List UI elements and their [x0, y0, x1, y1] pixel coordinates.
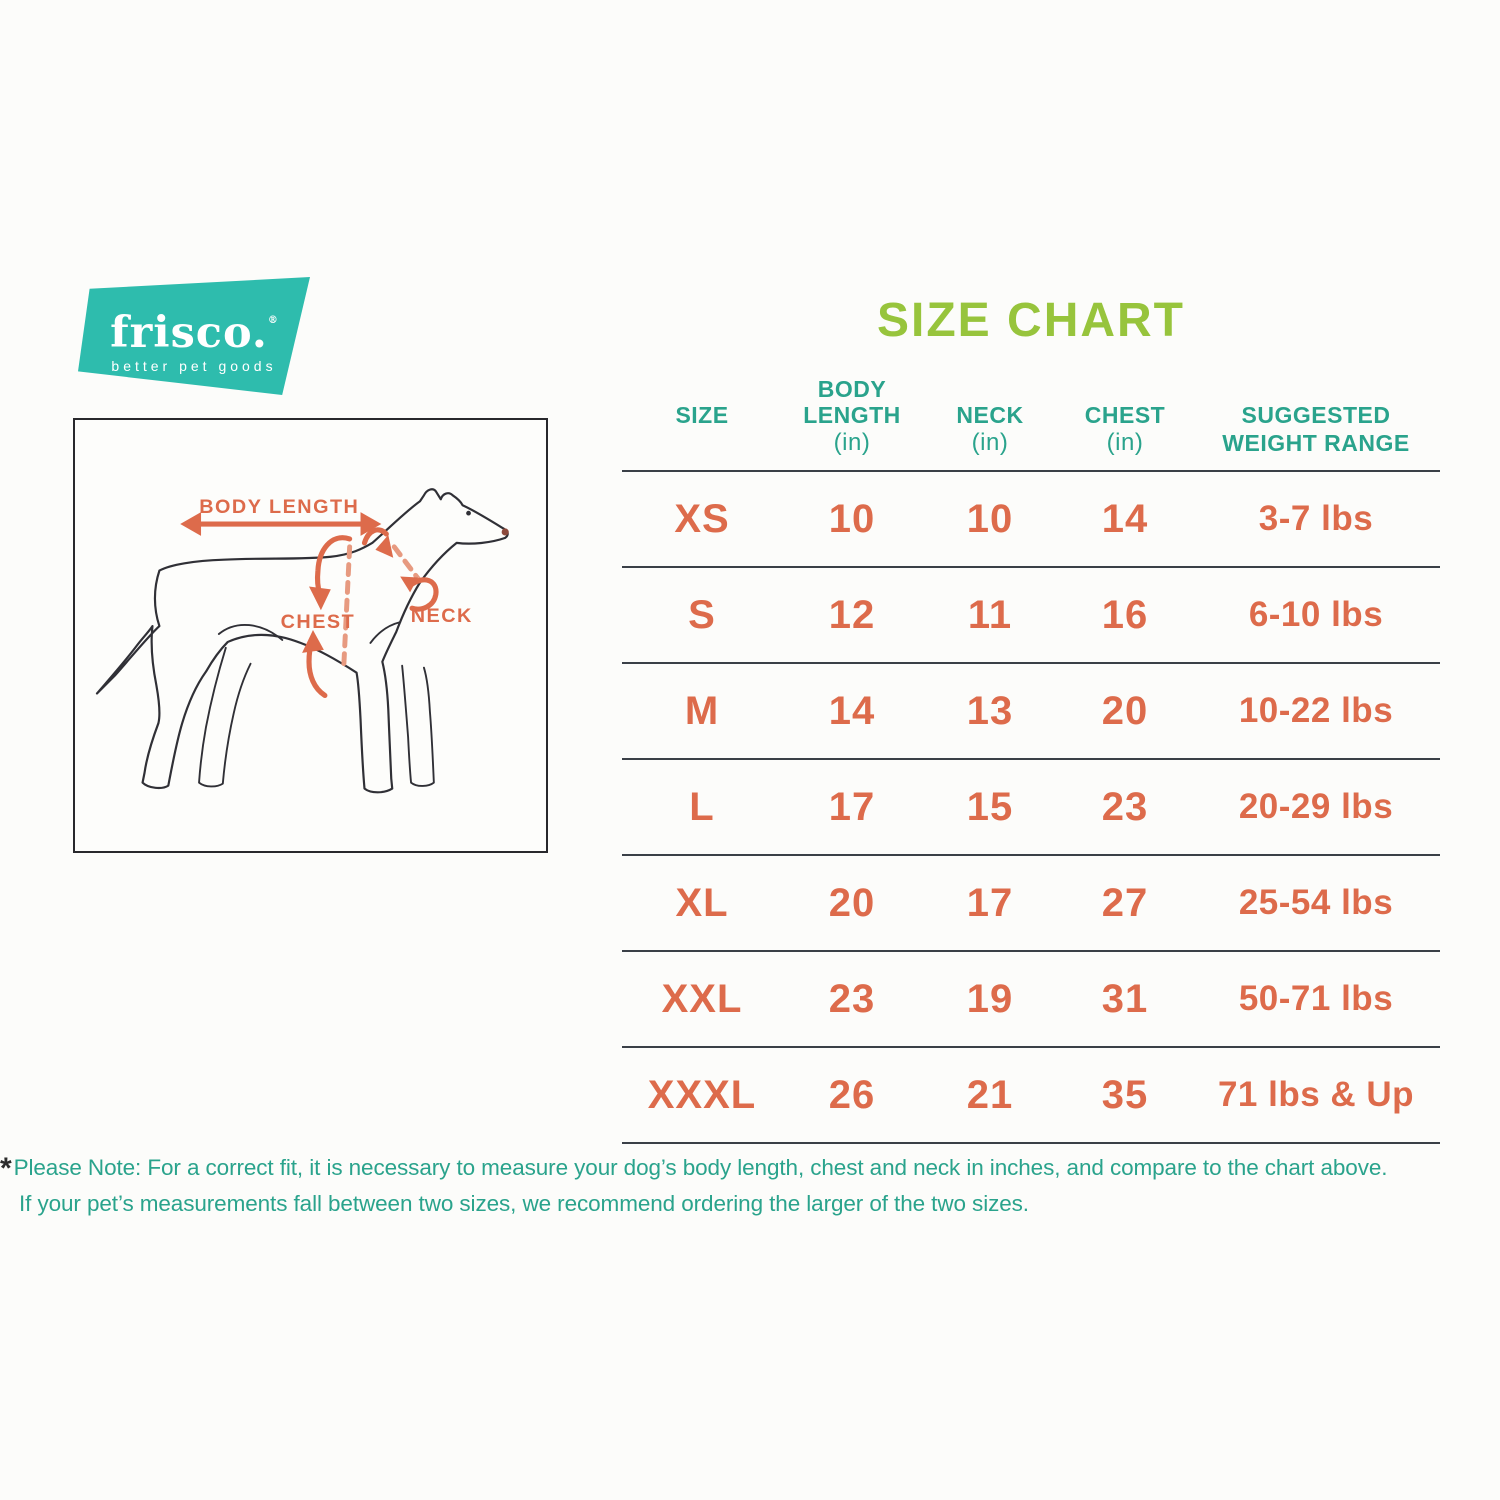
size-cell: M [684, 688, 720, 733]
weight-cell: 71 lbs & Up [1217, 1075, 1415, 1114]
size-cell: XXL [661, 976, 743, 1021]
size-cell: XL [675, 880, 729, 925]
header-neck: NECK (in) [956, 402, 1024, 456]
chest-cell: 27 [1101, 880, 1149, 925]
size-table: SIZE BODY LENGTH (in) NECK (in) CHEST (i… [622, 370, 1440, 1144]
table-row: XXL 23 19 31 50-71 lbs [622, 950, 1440, 1046]
footnote: *Please Note: For a correct fit, it is n… [0, 1150, 1500, 1221]
body-length-cell: 20 [828, 880, 876, 925]
dog-eye [466, 510, 471, 516]
page-title: SIZE CHART [877, 294, 1185, 347]
table-row: XS 10 10 14 3-7 lbs [622, 470, 1440, 566]
neck-cell: 17 [966, 880, 1014, 925]
weight-cell: 20-29 lbs [1238, 787, 1394, 826]
frisco-logo: frisco.® better pet goods [78, 277, 310, 395]
body-length-cell: 26 [828, 1072, 876, 1117]
dog-far-rear-leg [198, 646, 252, 788]
neck-cell: 21 [966, 1072, 1014, 1117]
header-chest: CHEST (in) [1084, 402, 1166, 456]
neck-cell: 10 [966, 496, 1014, 541]
size-cell: S [688, 592, 716, 637]
chest-cell: 35 [1101, 1072, 1149, 1117]
neck-measure-arrows [361, 527, 439, 612]
table-body: XS 10 10 14 3-7 lbs S 12 11 16 6-10 lbs … [622, 470, 1440, 1144]
footnote-line-2: If your pet’s measurements fall between … [19, 1191, 1029, 1216]
size-cell: XS [674, 496, 730, 541]
header-weight-range: SUGGESTED WEIGHT RANGE [1222, 402, 1410, 456]
dog-flank-line [217, 623, 284, 641]
table-row: S 12 11 16 6-10 lbs [622, 566, 1440, 662]
chest-cell: 14 [1101, 496, 1149, 541]
table-header-row: SIZE BODY LENGTH (in) NECK (in) CHEST (i… [622, 370, 1440, 470]
neck-cell: 11 [967, 592, 1013, 637]
dog-far-front-leg [401, 664, 435, 787]
table-row: XXXL 26 21 35 71 lbs & Up [622, 1046, 1440, 1142]
registered-mark: ® [267, 314, 278, 326]
dog-measurement-diagram: BODY LENGTH CHEST NECK [73, 418, 548, 853]
asterisk-marker: * [0, 1152, 12, 1185]
weight-cell: 50-71 lbs [1238, 979, 1394, 1018]
size-cell: L [689, 784, 715, 829]
dog-diagram-svg: BODY LENGTH CHEST NECK [95, 488, 509, 794]
header-body-length: BODY LENGTH (in) [803, 376, 901, 456]
chest-label: CHEST [281, 611, 356, 633]
chest-cell: 23 [1101, 784, 1149, 829]
chest-measure-arrows [302, 535, 353, 699]
table-row: M 14 13 20 10-22 lbs [622, 662, 1440, 758]
body-length-cell: 23 [828, 976, 876, 1021]
weight-cell: 3-7 lbs [1258, 499, 1374, 538]
chest-cell: 20 [1101, 688, 1149, 733]
body-length-cell: 12 [828, 592, 876, 637]
table-row: L 17 15 23 20-29 lbs [622, 758, 1440, 854]
body-length-cell: 17 [828, 784, 876, 829]
neck-label: NECK [411, 605, 473, 627]
body-length-cell: 14 [828, 688, 876, 733]
weight-cell: 6-10 lbs [1248, 595, 1384, 634]
chest-cell: 31 [1101, 976, 1149, 1021]
brand-text: frisco. [110, 307, 268, 358]
footnote-line-1: *Please Note: For a correct fit, it is n… [0, 1150, 1500, 1186]
weight-cell: 10-22 lbs [1238, 691, 1394, 730]
body-length-label: BODY LENGTH [199, 496, 359, 518]
table-row: XL 20 17 27 25-54 lbs [622, 854, 1440, 950]
dog-nose [501, 528, 509, 536]
neck-cell: 15 [966, 784, 1014, 829]
footnote-text-1: Please Note: For a correct fit, it is ne… [13, 1155, 1388, 1180]
body-length-arrow [180, 512, 382, 536]
brand-tagline: better pet goods [111, 357, 277, 374]
chest-cell: 16 [1101, 592, 1149, 637]
body-length-cell: 10 [828, 496, 876, 541]
neck-cell: 13 [966, 688, 1014, 733]
brand-name: frisco.® [110, 301, 278, 354]
neck-cell: 19 [966, 976, 1014, 1021]
weight-cell: 25-54 lbs [1238, 883, 1394, 922]
size-cell: XXXL [647, 1072, 757, 1117]
dog-chest-line [369, 621, 402, 644]
dog-outline [95, 488, 509, 794]
header-size: SIZE [675, 402, 729, 428]
